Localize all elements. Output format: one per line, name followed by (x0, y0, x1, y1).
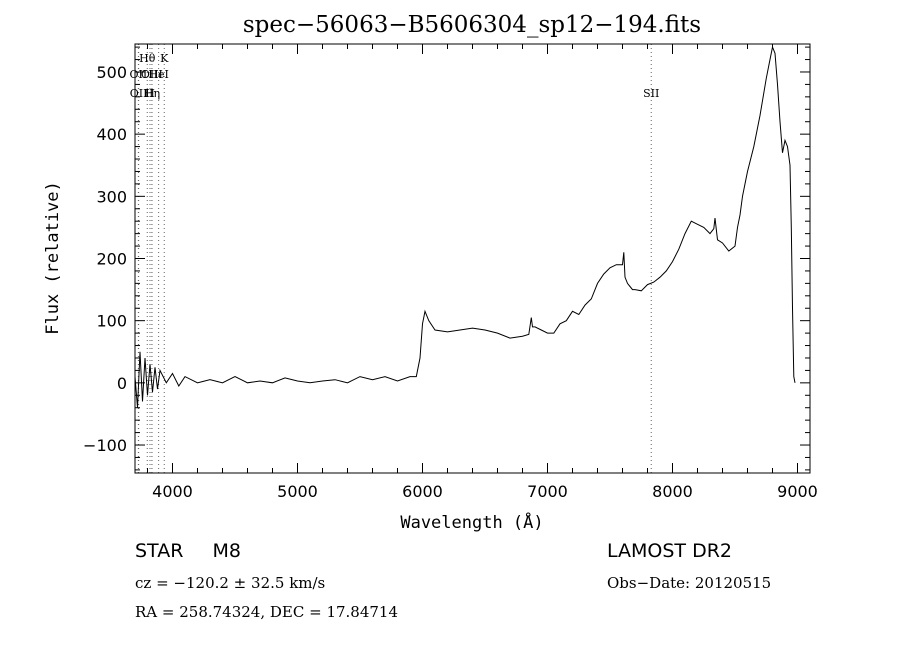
x-tick-label: 8000 (652, 482, 693, 501)
y-axis-label: Flux (relative) (43, 181, 63, 335)
y-tick-label: 300 (96, 187, 127, 206)
spectral-line-label: OIII (141, 68, 163, 81)
object-class-line: STAR M8 (135, 540, 241, 562)
spectral-line-label: SII (643, 87, 659, 100)
redshift-text: cz = −120.2 ± 32.5 km/s (135, 574, 326, 592)
annotation-lines (137, 44, 652, 473)
y-tick-label: 200 (96, 250, 127, 269)
x-tick-label: 7000 (527, 482, 568, 501)
y-tick-label: 400 (96, 125, 127, 144)
y-tick-label: −100 (83, 436, 127, 455)
spectrum-line (134, 45, 796, 408)
y-tick-label: 0 (117, 374, 127, 393)
y-tick-label: 500 (96, 63, 127, 82)
x-tick-label: 4000 (152, 482, 193, 501)
x-tick-label: 5000 (277, 482, 318, 501)
plot-frame (134, 43, 811, 474)
x-tick-label: 6000 (402, 482, 443, 501)
y-axis: −100 0 100 200 300 400 500 (83, 46, 810, 471)
y-tick-label: 100 (96, 312, 127, 331)
x-axis-label: Wavelength (Å) (400, 511, 543, 533)
spectral-line-label: OII (130, 87, 148, 100)
spectral-line-label: OII (130, 68, 148, 81)
spectral-line-label: Hη (144, 87, 160, 100)
obs-date-text: Obs−Date: 20120515 (607, 574, 772, 592)
spectral-line-label: Hθ (139, 52, 156, 65)
x-axis: 4000 5000 6000 7000 8000 9000 (147, 44, 818, 501)
spectral-line-label: HeI (148, 68, 168, 81)
spectral-line-label: K (160, 52, 169, 65)
object-type: STAR (135, 540, 184, 562)
x-tick-label: 9000 (777, 482, 818, 501)
coordinates-text: RA = 258.74324, DEC = 17.84714 (135, 603, 399, 621)
chart-title: spec−56063−B5606304_sp12−194.fits (243, 12, 701, 38)
survey-label: LAMOST DR2 (607, 540, 732, 562)
object-subclass: M8 (212, 540, 241, 562)
spectral-line-label: H (145, 87, 155, 100)
